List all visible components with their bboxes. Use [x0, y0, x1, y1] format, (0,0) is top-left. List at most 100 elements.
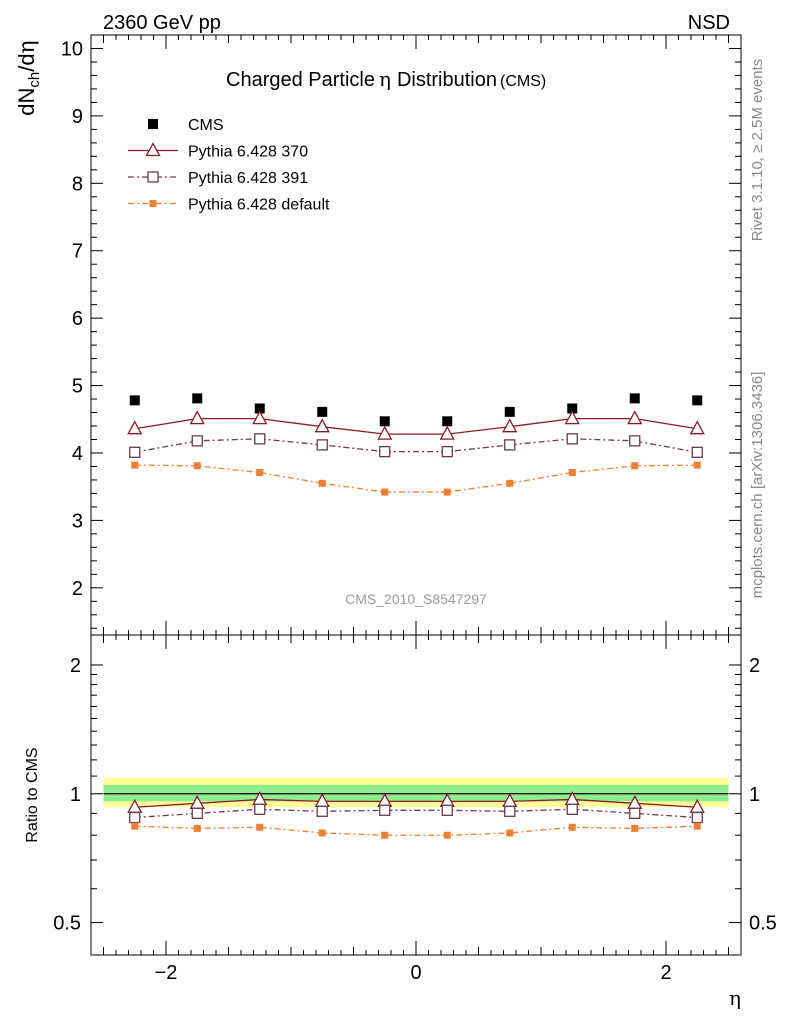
data-point-cms	[379, 416, 390, 427]
process-label: NSD	[688, 12, 730, 34]
ratio-y-tick-label-right: 0.5	[749, 913, 777, 935]
series-pdefault	[131, 461, 701, 496]
data-point-pdefault	[131, 461, 139, 469]
series-cms	[129, 393, 703, 427]
ratio-y-tick-label: 0.5	[53, 913, 81, 935]
data-point-p370	[252, 410, 268, 425]
data-point-cms	[129, 395, 140, 406]
y-tick-label: 7	[72, 241, 83, 263]
data-point-p391	[691, 446, 703, 458]
series-line-p370	[134, 417, 698, 435]
data-point-p391	[316, 439, 328, 451]
ratio-series	[127, 791, 705, 839]
ratio-line-p370	[134, 798, 698, 808]
ratio-point-p391	[379, 804, 391, 816]
ratio-point-pdefault	[506, 829, 514, 837]
data-point-pdefault	[193, 462, 201, 470]
y-tick-label: 4	[72, 443, 83, 465]
legend: CMS Pythia 6.428 370 Pythia 6.428 391 Pythi…	[128, 117, 330, 214]
data-point-cms	[192, 393, 203, 404]
data-point-cms	[567, 403, 578, 414]
series-line-pdefault	[134, 464, 698, 493]
legend-marker	[145, 142, 161, 157]
legend-label: Pythia 6.428 370	[188, 144, 308, 161]
ratio-point-p391	[629, 807, 641, 820]
ratio-point-p391	[441, 804, 453, 816]
ratio-panel: 0.5 0.5 1 1 2 2 −2 0 2 Ratio to CMS η	[24, 634, 777, 1010]
legend-marker	[148, 119, 158, 129]
y-tick-label: 8	[72, 173, 83, 195]
data-point-cms	[317, 406, 328, 417]
data-point-pdefault	[631, 462, 639, 470]
rivet-label: Rivet 3.1.10, ≥ 2.5M events	[749, 59, 766, 242]
data-point-pdefault	[506, 479, 514, 487]
legend-item-p391: Pythia 6.428 391	[128, 170, 308, 187]
ratio-point-p391	[129, 811, 141, 824]
ratio-ytick-labels: 0.5 0.5 1 1 2 2	[53, 655, 777, 935]
x-axis-label: η	[729, 986, 741, 1010]
data-point-p370	[377, 425, 393, 440]
data-point-cms	[504, 406, 515, 417]
energy-label: 2360 GeV pp	[103, 12, 221, 34]
ratio-point-pdefault	[693, 822, 701, 830]
ratio-y-tick-label: 1	[70, 784, 81, 806]
series-p370	[127, 410, 705, 440]
legend-marker	[147, 171, 159, 183]
legend-item-pdefault: Pythia 6.428 default	[128, 197, 330, 214]
x-tick-label: 0	[410, 962, 421, 984]
ratio-line-p391	[134, 808, 698, 819]
legend-label: CMS	[188, 117, 224, 134]
main-series	[127, 393, 705, 496]
data-point-pdefault	[568, 469, 576, 477]
legend-marker	[149, 200, 157, 207]
data-point-pdefault	[256, 469, 264, 477]
data-point-cms	[629, 393, 640, 404]
ratio-line-pdefault	[134, 825, 698, 836]
series-line-p391	[134, 438, 698, 453]
legend-item-cms: CMS	[148, 117, 224, 134]
ratio-point-p391	[316, 805, 328, 817]
ratio-point-pdefault	[381, 831, 389, 839]
y-tick-label: 9	[72, 106, 83, 128]
data-point-p391	[441, 445, 453, 458]
x-tick-label: 2	[660, 962, 671, 984]
ratio-y-tick-label-right: 2	[749, 655, 760, 677]
ratio-point-p391	[691, 811, 703, 824]
data-point-cms	[442, 416, 453, 427]
ratio-point-p391	[566, 803, 578, 815]
ratio-series-p370	[127, 791, 705, 813]
y-tick-label: 3	[72, 510, 83, 532]
data-point-p370	[627, 410, 643, 425]
ratio-point-p391	[254, 803, 266, 815]
ratio-point-pdefault	[131, 822, 139, 830]
ratio-point-pdefault	[193, 824, 201, 832]
data-point-p391	[504, 439, 516, 451]
ratio-point-pdefault	[318, 829, 326, 837]
analysis-watermark: CMS_2010_S8547297	[345, 591, 487, 607]
data-point-p370	[127, 420, 143, 435]
ratio-point-pdefault	[631, 824, 639, 832]
data-point-p370	[502, 418, 518, 433]
ratio-series-p391	[129, 803, 703, 824]
data-point-p391	[566, 433, 578, 445]
chart-title: Charged Particle η Distribution (CMS)	[226, 67, 546, 91]
data-point-pdefault	[693, 461, 701, 469]
main-panel: 2 3 4 5 6 7 8 9 10 Charged Particle η Distribution…	[14, 34, 742, 636]
data-point-p391	[254, 433, 266, 445]
y-axis-label: dNch/dη	[14, 40, 43, 116]
ratio-series-pdefault	[131, 822, 701, 839]
data-point-pdefault	[318, 479, 326, 487]
y-tick-label: 6	[72, 308, 83, 330]
y-tick-label: 2	[72, 578, 83, 600]
x-tick-label: −2	[155, 962, 178, 984]
legend-label: Pythia 6.428 default	[188, 197, 330, 214]
data-point-p370	[564, 410, 580, 425]
ratio-y-tick-label-right: 1	[749, 784, 760, 806]
data-point-p370	[189, 410, 205, 425]
data-point-p391	[379, 445, 391, 458]
ratio-y-axis-label: Ratio to CMS	[24, 747, 41, 842]
data-point-cms	[254, 403, 265, 414]
legend-item-p370: Pythia 6.428 370	[128, 142, 308, 161]
x-tick-labels: −2 0 2	[155, 962, 672, 984]
